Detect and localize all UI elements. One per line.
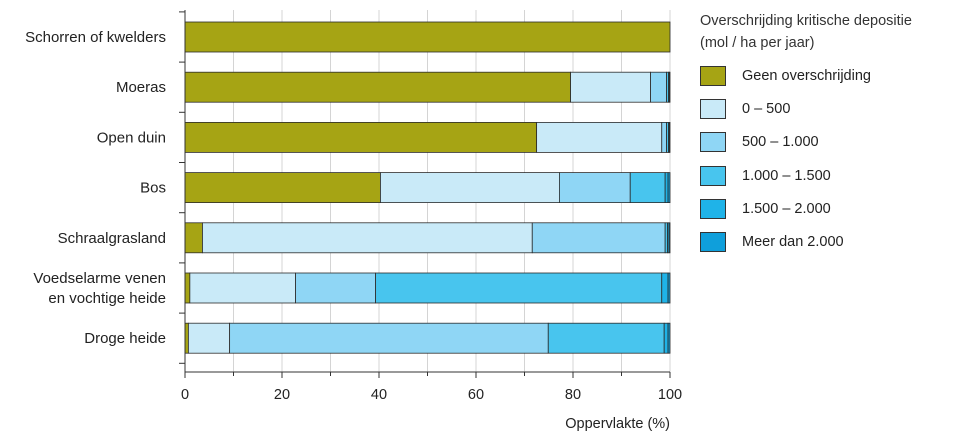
bar-segment xyxy=(668,222,671,254)
category-label: Schorren of kwelders xyxy=(25,29,166,46)
legend-swatch xyxy=(700,165,726,186)
bar-segment xyxy=(667,272,671,304)
bar-segment xyxy=(229,322,549,354)
bar-segment xyxy=(570,71,652,103)
legend-item: 500 – 1.000 xyxy=(700,131,819,153)
bar-segment xyxy=(531,222,666,254)
bar-segment xyxy=(184,71,571,103)
bar-segment xyxy=(629,172,666,204)
legend-item: Meer dan 2.000 xyxy=(700,231,844,253)
bar-segment xyxy=(295,272,377,304)
legend-title: Overschrijding kritische depositie (mol /… xyxy=(700,13,912,51)
bar-segment xyxy=(184,272,191,304)
bar-segment xyxy=(202,222,533,254)
x-tick-label: 80 xyxy=(565,387,581,403)
legend-label: 1.500 – 2.000 xyxy=(742,200,831,217)
legend: Overschrijding kritische depositie (mol /… xyxy=(700,10,955,252)
legend-item: 0 – 500 xyxy=(700,98,790,120)
bar-segment xyxy=(661,272,669,304)
chart-area: Schorren of kwelders Moeras Open duin Bos Sc… xyxy=(25,10,682,432)
legend-swatch xyxy=(700,198,726,219)
bar-segment xyxy=(184,172,381,204)
x-tick-label: 0 xyxy=(181,387,189,403)
bar-segment xyxy=(189,272,296,304)
category-label: Bos xyxy=(140,180,166,197)
x-axis-label: Oppervlakte (%) xyxy=(565,416,670,432)
bar-segment xyxy=(559,172,631,204)
legend-item: Geen overschrijding xyxy=(700,65,871,87)
bar-segment xyxy=(664,172,669,204)
bar-segment xyxy=(547,322,665,354)
legend-label: 500 – 1.000 xyxy=(742,134,819,151)
bar-segment xyxy=(375,272,663,304)
bar-segment xyxy=(184,122,538,153)
category-label: Open duin xyxy=(97,129,166,146)
bar-segment xyxy=(667,172,671,204)
legend-swatch xyxy=(700,232,726,252)
legend-label: Geen overschrijding xyxy=(742,68,871,84)
bar-segment xyxy=(661,122,668,153)
x-tick-label: 60 xyxy=(468,387,484,403)
bar-segment xyxy=(380,172,560,204)
bar-segment xyxy=(184,322,189,354)
bar-segment xyxy=(184,222,203,254)
category-label: Schraalgrasland xyxy=(58,230,166,247)
legend-item: 1.500 – 2.000 xyxy=(700,198,831,220)
legend-swatch xyxy=(700,66,726,86)
category-label: Droge heide xyxy=(84,330,166,347)
bar-segment xyxy=(667,322,671,354)
bar-segment xyxy=(184,21,671,53)
x-tick-label: 40 xyxy=(371,387,387,403)
legend-item: 1.000 – 1.500 xyxy=(700,165,831,187)
bar-segment xyxy=(536,122,663,153)
x-tick-label: 100 xyxy=(658,387,682,403)
legend-swatch xyxy=(700,99,726,120)
category-label: Voedselarme venen en vochtige heide xyxy=(33,270,166,307)
bar-segment xyxy=(187,322,231,354)
x-tick-label: 20 xyxy=(274,387,290,403)
legend-label: 1.000 – 1.500 xyxy=(742,167,831,184)
legend-label: 0 – 500 xyxy=(742,101,791,118)
legend-label: Meer dan 2.000 xyxy=(742,234,844,250)
legend-swatch xyxy=(700,132,726,153)
bar-segment xyxy=(650,71,668,103)
bar-segment xyxy=(663,322,669,354)
category-label: Moeras xyxy=(116,79,166,96)
